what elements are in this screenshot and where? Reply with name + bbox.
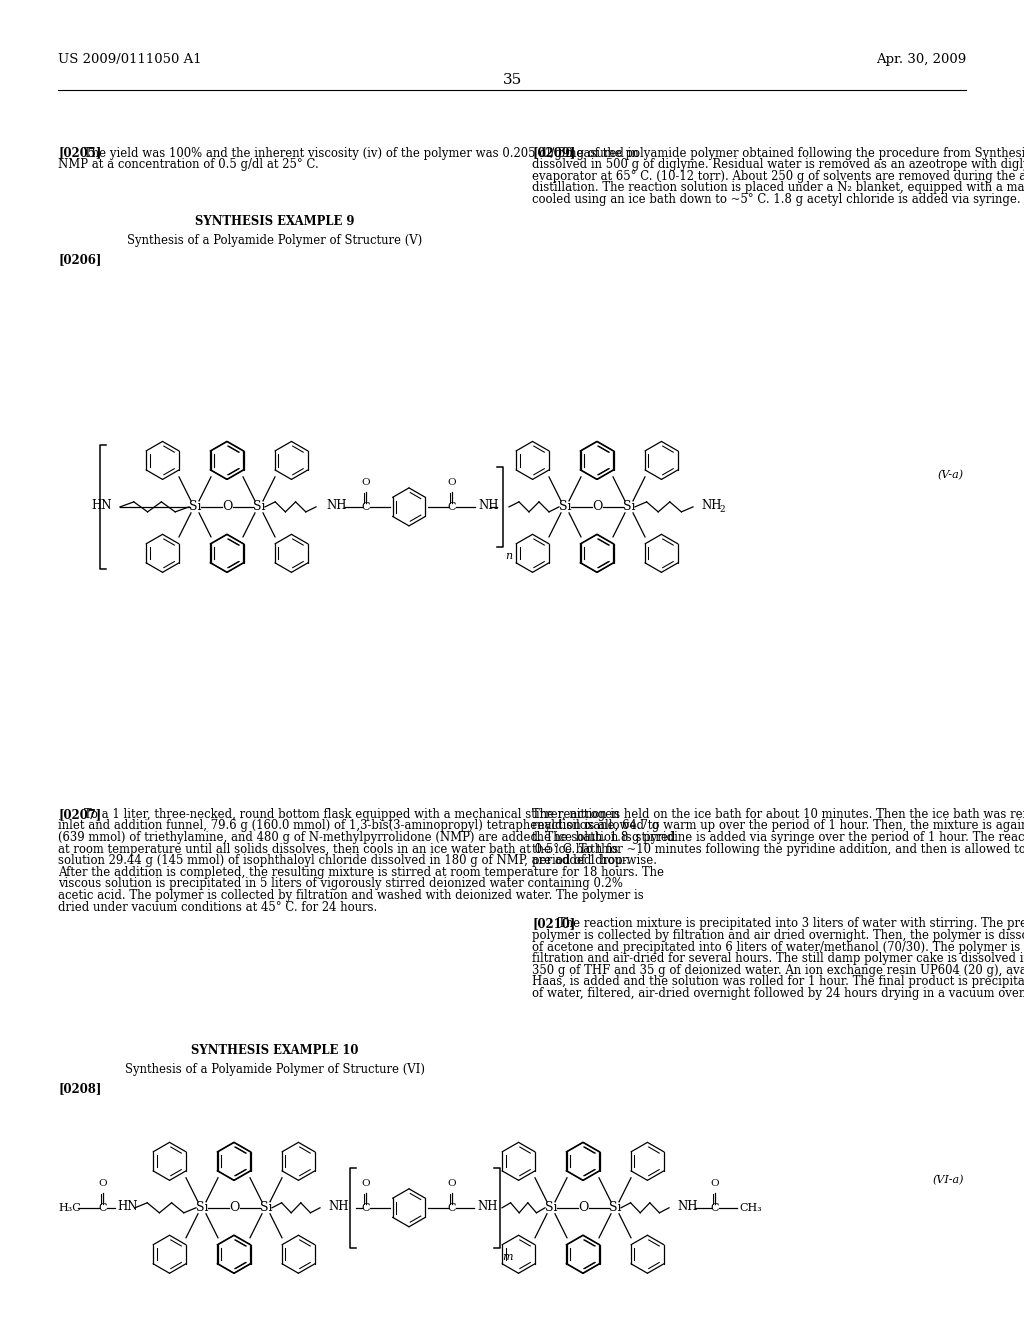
Text: dissolved in 500 g of diglyme. Residual water is removed as an azeotrope with di: dissolved in 500 g of diglyme. Residual … bbox=[532, 158, 1024, 172]
Text: SYNTHESIS EXAMPLE 10: SYNTHESIS EXAMPLE 10 bbox=[191, 1044, 358, 1057]
Text: m: m bbox=[502, 1251, 512, 1262]
Text: C: C bbox=[711, 1203, 719, 1213]
Text: O: O bbox=[578, 1201, 588, 1214]
Text: polymer is collected by filtration and air dried overnight. Then, the polymer is: polymer is collected by filtration and a… bbox=[532, 929, 1024, 942]
Text: NH: NH bbox=[701, 499, 722, 512]
Text: 2: 2 bbox=[719, 506, 725, 515]
Text: HN: HN bbox=[117, 1200, 137, 1213]
Text: at room temperature until all solids dissolves, then cools in an ice water bath : at room temperature until all solids dis… bbox=[58, 842, 618, 855]
Text: of water, filtered, air-dried overnight followed by 24 hours drying in a vacuum : of water, filtered, air-dried overnight … bbox=[532, 987, 1024, 1001]
Text: Si: Si bbox=[260, 1201, 272, 1214]
Text: filtration and air-dried for several hours. The still damp polymer cake is disso: filtration and air-dried for several hou… bbox=[532, 952, 1024, 965]
Text: Si: Si bbox=[196, 1201, 208, 1214]
Text: [0209]: [0209] bbox=[532, 147, 575, 160]
Text: cooled using an ice bath down to ~5° C. 1.8 g acetyl chloride is added via syrin: cooled using an ice bath down to ~5° C. … bbox=[532, 193, 1021, 206]
Text: The reaction is held on the ice bath for about 10 minutes. Then the ice bath was: The reaction is held on the ice bath for… bbox=[532, 808, 1024, 821]
Text: viscous solution is precipitated in 5 liters of vigorously stirred deionized wat: viscous solution is precipitated in 5 li… bbox=[58, 878, 623, 891]
Text: NH: NH bbox=[478, 499, 499, 512]
Text: The yield was 100% and the inherent viscosity (iv) of the polymer was 0.205 dl/g: The yield was 100% and the inherent visc… bbox=[84, 147, 638, 160]
Text: period of 1 hour.: period of 1 hour. bbox=[532, 854, 630, 867]
Text: C: C bbox=[447, 1203, 457, 1213]
Text: HN: HN bbox=[91, 499, 112, 512]
Text: Si: Si bbox=[608, 1201, 622, 1214]
Text: O: O bbox=[361, 478, 371, 487]
Text: Si: Si bbox=[545, 1201, 557, 1214]
Text: To a 1 liter, three-necked, round bottom flask equipped with a mechanical stirre: To a 1 liter, three-necked, round bottom… bbox=[84, 808, 620, 821]
Text: Apr. 30, 2009: Apr. 30, 2009 bbox=[876, 53, 966, 66]
Text: H₃C: H₃C bbox=[58, 1203, 81, 1213]
Text: CH₃: CH₃ bbox=[739, 1203, 762, 1213]
Text: [0208]: [0208] bbox=[58, 1082, 101, 1096]
Text: distillation. The reaction solution is placed under a N₂ blanket, equipped with : distillation. The reaction solution is p… bbox=[532, 181, 1024, 194]
Text: Si: Si bbox=[623, 500, 635, 513]
Text: The reaction mixture is precipitated into 3 liters of water with stirring. The p: The reaction mixture is precipitated int… bbox=[558, 917, 1024, 931]
Text: the ice bath. 1.8 g pyridine is added via syringe over the period of 1 hour. The: the ice bath. 1.8 g pyridine is added vi… bbox=[532, 832, 1024, 843]
Text: C: C bbox=[447, 502, 457, 512]
Text: [0207]: [0207] bbox=[58, 808, 101, 821]
Text: O: O bbox=[361, 1179, 371, 1188]
Text: C: C bbox=[98, 1203, 108, 1213]
Text: Si: Si bbox=[188, 500, 202, 513]
Text: 50 g of the polyamide polymer obtained following the procedure from Synthesis Ex: 50 g of the polyamide polymer obtained f… bbox=[558, 147, 1024, 160]
Text: NH: NH bbox=[677, 1200, 697, 1213]
Text: (V-a): (V-a) bbox=[938, 470, 964, 480]
Text: Si: Si bbox=[559, 500, 571, 513]
Text: Synthesis of a Polyamide Polymer of Structure (V): Synthesis of a Polyamide Polymer of Stru… bbox=[127, 234, 423, 247]
Text: reaction is allowed to warm up over the period of 1 hour. Then, the mixture is a: reaction is allowed to warm up over the … bbox=[532, 820, 1024, 833]
Text: [0205]: [0205] bbox=[58, 147, 101, 160]
Text: inlet and addition funnel, 79.6 g (160.0 mmol) of 1,3-bis(3-aminopropyl) tetraph: inlet and addition funnel, 79.6 g (160.0… bbox=[58, 820, 659, 833]
Text: After the addition is completed, the resulting mixture is stirred at room temper: After the addition is completed, the res… bbox=[58, 866, 664, 879]
Text: O: O bbox=[228, 1201, 240, 1214]
Text: Synthesis of a Polyamide Polymer of Structure (VI): Synthesis of a Polyamide Polymer of Stru… bbox=[125, 1063, 425, 1076]
Text: O: O bbox=[222, 500, 232, 513]
Text: evaporator at 65° C. (10-12 torr). About 250 g of solvents are removed during th: evaporator at 65° C. (10-12 torr). About… bbox=[532, 170, 1024, 182]
Text: acetic acid. The polymer is collected by filtration and washed with deionized wa: acetic acid. The polymer is collected by… bbox=[58, 890, 644, 902]
Text: n: n bbox=[505, 550, 512, 561]
Text: [0210]: [0210] bbox=[532, 917, 575, 931]
Text: NH: NH bbox=[326, 499, 346, 512]
Text: (VI-a): (VI-a) bbox=[933, 1175, 964, 1185]
Text: O: O bbox=[447, 1179, 457, 1188]
Text: O: O bbox=[447, 478, 457, 487]
Text: O: O bbox=[711, 1179, 719, 1188]
Text: C: C bbox=[361, 502, 371, 512]
Text: O: O bbox=[592, 500, 602, 513]
Text: [0206]: [0206] bbox=[58, 253, 101, 267]
Text: C: C bbox=[361, 1203, 371, 1213]
Text: 350 g of THF and 35 g of deionized water. An ion exchange resin UP604 (20 g), av: 350 g of THF and 35 g of deionized water… bbox=[532, 964, 1024, 977]
Text: SYNTHESIS EXAMPLE 9: SYNTHESIS EXAMPLE 9 bbox=[196, 215, 354, 228]
Text: Haas, is added and the solution was rolled for 1 hour. The final product is prec: Haas, is added and the solution was roll… bbox=[532, 975, 1024, 989]
Text: 35: 35 bbox=[503, 73, 521, 87]
Text: of acetone and precipitated into 6 liters of water/methanol (70/30). The polymer: of acetone and precipitated into 6 liter… bbox=[532, 941, 1024, 953]
Text: NH: NH bbox=[328, 1200, 348, 1213]
Text: solution 29.44 g (145 mmol) of isophthaloyl chloride dissolved in 180 g of NMP, : solution 29.44 g (145 mmol) of isophthal… bbox=[58, 854, 657, 867]
Text: NH: NH bbox=[477, 1200, 498, 1213]
Text: the ice bath for ~10 minutes following the pyridine addition, and then is allowe: the ice bath for ~10 minutes following t… bbox=[532, 842, 1024, 855]
Text: dried under vacuum conditions at 45° C. for 24 hours.: dried under vacuum conditions at 45° C. … bbox=[58, 900, 377, 913]
Text: US 2009/0111050 A1: US 2009/0111050 A1 bbox=[58, 53, 202, 66]
Text: Si: Si bbox=[253, 500, 265, 513]
Text: O: O bbox=[98, 1179, 108, 1188]
Text: NMP at a concentration of 0.5 g/dl at 25° C.: NMP at a concentration of 0.5 g/dl at 25… bbox=[58, 158, 318, 172]
Text: (639 mmol) of triethylamine, and 480 g of N-methylpyrrolidone (NMP) are added. T: (639 mmol) of triethylamine, and 480 g o… bbox=[58, 832, 676, 843]
